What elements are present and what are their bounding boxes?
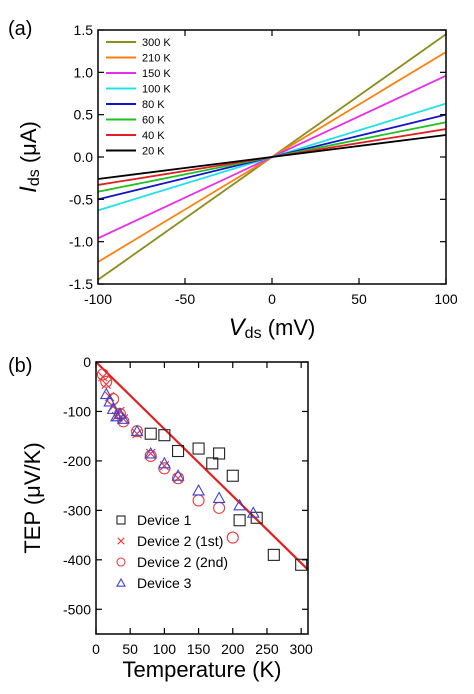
y-tick-label-0: -1.5 <box>69 276 93 292</box>
point-s0-2 <box>172 444 185 458</box>
legend-label-1: 210 K <box>142 53 171 65</box>
y-tick-label-6: 1.5 <box>74 22 94 38</box>
legend-label-0: 300 K <box>142 37 171 49</box>
point-s3-9 <box>171 469 185 481</box>
panel-a-x-axis-label: Vds (mV) <box>229 314 316 342</box>
legend-label-5: 60 K <box>142 115 165 127</box>
b-x-tick-label-6: 300 <box>289 641 313 657</box>
panel-b-y-axis-label: TEP (μV/K) <box>20 442 45 553</box>
point-s3-1 <box>103 394 117 407</box>
b-y-tick-label-1: -100 <box>63 403 91 419</box>
b-y-tick-label-4: -400 <box>63 552 91 568</box>
x-tick-label-1: -50 <box>175 291 195 307</box>
panel-a-ylabel-sub: ds <box>26 169 43 186</box>
point-s3-2 <box>106 402 120 414</box>
panel-a-legend: 300 K 210 K 150 K 100 K 80 K 60 K 40 K 20 K <box>106 37 171 158</box>
legend-marker-0 <box>116 515 126 525</box>
legend-label-7: 20 K <box>142 146 165 158</box>
b-y-tick-label-2: -200 <box>63 453 91 469</box>
point-s3-7 <box>144 446 158 459</box>
x-tick-label-4: 100 <box>434 291 458 307</box>
b-x-tick-label-2: 100 <box>153 641 177 657</box>
point-s0-6 <box>226 469 239 482</box>
legend-label-0: Device 1 <box>137 512 192 528</box>
panel-a-label: (a) <box>8 18 32 40</box>
legend-marker-3 <box>116 577 126 587</box>
point-s2-11 <box>226 531 239 544</box>
b-x-tick-label-5: 250 <box>255 641 279 657</box>
legend-label-4: 80 K <box>142 99 165 111</box>
point-s3-3 <box>110 409 123 422</box>
point-s3-11 <box>212 491 226 503</box>
panel-a-xlabel-unit: (mV) <box>262 315 316 340</box>
legend-label-2: Device 2 (2nd) <box>137 554 228 570</box>
x-tick-label-0: -100 <box>84 291 112 307</box>
panel-b-legend: Device 1 Device 2 (1st) Device 2 (2nd) Devi… <box>116 512 228 591</box>
legend-label-3: Device 3 <box>137 575 192 591</box>
x-tick-label-3: 50 <box>351 291 367 307</box>
panel-b-frame <box>95 361 309 635</box>
point-s2-10 <box>213 501 226 514</box>
legend-marker-2 <box>116 557 126 567</box>
point-s2-8 <box>172 472 185 485</box>
panel-a-series <box>97 33 447 281</box>
panel-a: (a) -100 -50 0 50 100 -1.5 -1.0 -0.5 0.0 0.5 1.0 1.… <box>8 18 458 342</box>
panel-b: (b) 0 50 100 150 200 250 300 0 -100 -200 -300 -400 -… <box>8 354 313 682</box>
panel-a-y-axis-label: Ids (μA) <box>15 121 43 193</box>
panel-b-x-axis-label: Temperature (K) <box>123 657 282 682</box>
y-tick-label-3: 0.0 <box>74 149 94 165</box>
panel-a-ylabel-main: I <box>15 186 42 193</box>
point-s1-1 <box>101 379 112 390</box>
point-s0-1 <box>158 429 171 442</box>
x-tick-label-2: 0 <box>268 291 276 307</box>
y-tick-label-2: -0.5 <box>69 191 93 207</box>
panel-b-fit-line <box>95 361 309 571</box>
panel-b-ticks: 0 50 100 150 200 250 300 0 -100 -200 -300 -400 -500 <box>63 354 313 657</box>
b-x-tick-label-4: 200 <box>221 641 245 657</box>
b-y-tick-label-5: -500 <box>63 601 91 617</box>
point-s3-12 <box>233 498 247 511</box>
b-y-tick-label-3: -300 <box>63 502 91 518</box>
b-x-tick-label-0: 0 <box>92 641 100 657</box>
point-s2-6 <box>144 449 157 463</box>
series-line-7 <box>97 134 447 180</box>
y-tick-label-4: 0.5 <box>74 107 94 123</box>
point-s0-0 <box>144 427 157 440</box>
fit-line <box>95 361 309 571</box>
point-s0-3 <box>192 442 205 455</box>
y-tick-label-5: 1.0 <box>74 64 94 80</box>
panel-a-xlabel-main: V <box>229 314 247 341</box>
legend-label-3: 100 K <box>142 84 171 96</box>
panel-b-label: (b) <box>8 355 32 377</box>
point-s3-5 <box>116 412 130 424</box>
y-tick-label-1: -1.0 <box>69 234 93 250</box>
point-s3-13 <box>246 506 260 518</box>
b-x-tick-label-1: 50 <box>122 641 138 657</box>
point-s2-0 <box>96 368 109 381</box>
point-s0-5 <box>213 447 226 460</box>
point-s3-6 <box>130 424 144 437</box>
point-s2-1 <box>100 375 113 388</box>
point-s1-8 <box>145 448 156 459</box>
legend-label-6: 40 K <box>142 130 165 142</box>
legend-label-1: Device 2 (1st) <box>137 533 223 549</box>
point-s3-0 <box>99 387 113 400</box>
panel-a-ylabel-unit: (μA) <box>16 121 41 169</box>
point-s0-4 <box>206 457 219 470</box>
point-s3-8 <box>157 456 171 469</box>
point-s2-9 <box>192 494 205 507</box>
legend-label-2: 150 K <box>142 68 171 80</box>
legend-marker-1 <box>117 537 125 545</box>
panel-a-ticks: -100 -50 0 50 100 -1.5 -1.0 -0.5 0.0 0.5 1.0 1.5 <box>69 22 458 307</box>
panel-a-xlabel-sub: ds <box>245 325 262 342</box>
b-y-tick-label-0: 0 <box>83 354 91 370</box>
point-s3-10 <box>192 483 206 496</box>
panel-b-points <box>96 368 308 571</box>
point-s0-10 <box>295 558 308 571</box>
point-s3-4 <box>113 407 127 419</box>
point-s0-9 <box>267 548 280 561</box>
b-x-tick-label-3: 150 <box>187 641 211 657</box>
point-s0-7 <box>233 514 246 527</box>
